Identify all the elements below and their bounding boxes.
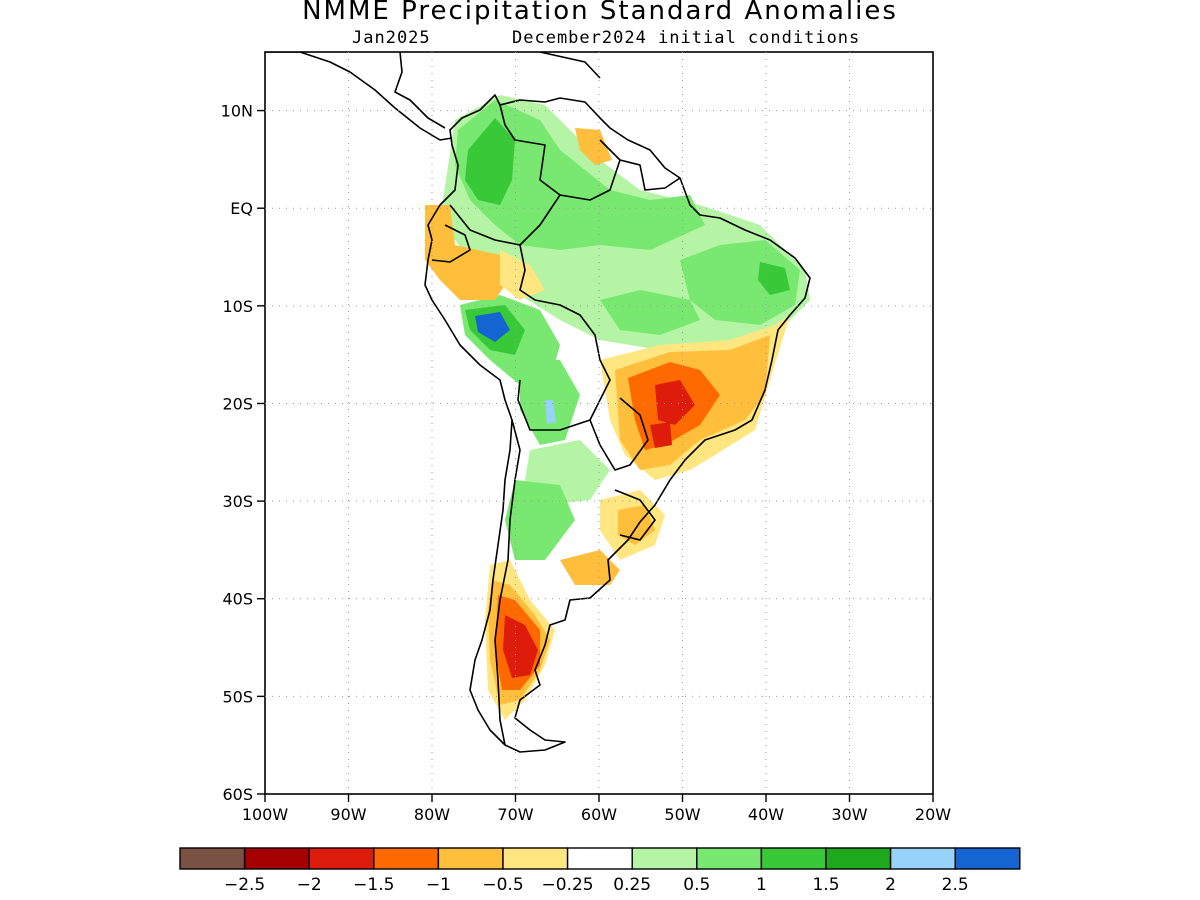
lat-tick-label: EQ	[230, 199, 253, 218]
lon-tick-label: 90W	[330, 805, 366, 824]
anomaly-ecuador-peru-dry	[425, 205, 515, 300]
anomaly-colombia-wet-core	[465, 118, 515, 205]
initial-conditions-label: December2024 initial conditions	[512, 28, 861, 48]
colorbar-swatch	[308, 847, 375, 870]
colorbar-label: 1	[756, 875, 767, 895]
lon-tick-label: 30W	[831, 805, 867, 824]
colorbar-swatch	[825, 847, 892, 870]
colorbar-label: −0.5	[482, 875, 523, 895]
anomaly-ecuador-peru-dry-edge	[500, 250, 545, 300]
anomaly-patagonia-dry-core	[503, 615, 538, 678]
forecast-month: Jan2025	[352, 28, 431, 48]
anomaly-northeast-brazil-wet-core	[758, 262, 790, 295]
colorbar-swatch	[631, 847, 698, 870]
colorbar-swatch	[243, 847, 310, 870]
colorbar-label: 2.5	[942, 875, 969, 895]
colorbar-swatch	[566, 847, 633, 870]
border-venezuela	[559, 139, 621, 201]
lat-tick-label: 10S	[222, 297, 253, 316]
colorbar: −2.5 −2 −1.5 −1 −0.5 −0.25 0.25 0.5 1 1.5 2 2.5	[179, 847, 1021, 895]
lon-tick-label: 40W	[748, 805, 784, 824]
cuba-coastline	[539, 52, 601, 79]
colorbar-label: −1.5	[353, 875, 394, 895]
border-uruguay	[614, 489, 656, 541]
anomaly-southeast-brazil-dry-core-2	[650, 422, 672, 448]
border-bolivia	[517, 359, 611, 431]
anomaly-fields	[425, 95, 810, 720]
lon-tick-label: 50W	[664, 805, 700, 824]
anomaly-argentina-wet	[505, 480, 575, 560]
anomaly-central-brazil-wet	[600, 290, 700, 335]
colorbar-swatch	[954, 847, 1021, 870]
colorbar-swatch	[437, 847, 504, 870]
colorbar-swatch	[179, 847, 246, 870]
central-america-coastline	[265, 52, 453, 141]
colorbar-label: −0.25	[542, 875, 594, 895]
colorbar-swatch	[373, 847, 440, 870]
lat-tick-label: 40S	[222, 590, 253, 609]
south-america-coastline	[424, 94, 811, 753]
anomaly-northeast-brazil-wet	[680, 240, 800, 325]
anomaly-venezuela-dry	[575, 128, 612, 165]
lon-tick-label: 20W	[915, 805, 951, 824]
colorbar-label: 0.5	[683, 875, 710, 895]
lon-tick-label: 80W	[414, 805, 450, 824]
map-title: NMME Precipitation Standard Anomalies	[302, 0, 898, 26]
border-peru-brazil	[519, 244, 601, 361]
border-paraguay	[589, 397, 649, 471]
anomaly-southeast-brazil-dry-core	[655, 380, 695, 425]
lat-tick-label: 50S	[222, 687, 253, 706]
border-guyanas	[619, 159, 681, 191]
lat-tick-label: 10N	[221, 102, 253, 121]
border-argentina-chile	[494, 419, 521, 746]
lon-tick-label: 70W	[497, 805, 533, 824]
colorbar-swatch	[889, 847, 956, 870]
colorbar-label: −1	[426, 875, 451, 895]
lat-tick-label: 60S	[222, 785, 253, 804]
colorbar-swatch	[696, 847, 763, 870]
colorbar-label: −2.5	[224, 875, 265, 895]
lat-tick-label: 20S	[222, 394, 253, 413]
central-america-coastline-north	[394, 52, 446, 129]
anomaly-peru-wet-core	[475, 312, 510, 342]
lon-tick-label: 60W	[581, 805, 617, 824]
border-ecuador	[431, 224, 471, 263]
colorbar-label: 1.5	[812, 875, 839, 895]
colorbar-label: 2	[885, 875, 896, 895]
anomaly-colombia-venezuela-wet	[455, 100, 705, 250]
lon-tick-label: 100W	[242, 805, 289, 824]
graticule	[257, 52, 934, 802]
lat-tick-label: 30S	[222, 492, 253, 511]
colorbar-label: 0.25	[613, 875, 651, 895]
colorbar-label: −2	[297, 875, 322, 895]
coastlines	[265, 52, 811, 753]
colorbar-swatch	[502, 847, 569, 870]
anomaly-bolivia-wet-core	[545, 400, 556, 424]
anomaly-pampas-dry	[560, 550, 620, 585]
colorbar-swatch	[760, 847, 827, 870]
